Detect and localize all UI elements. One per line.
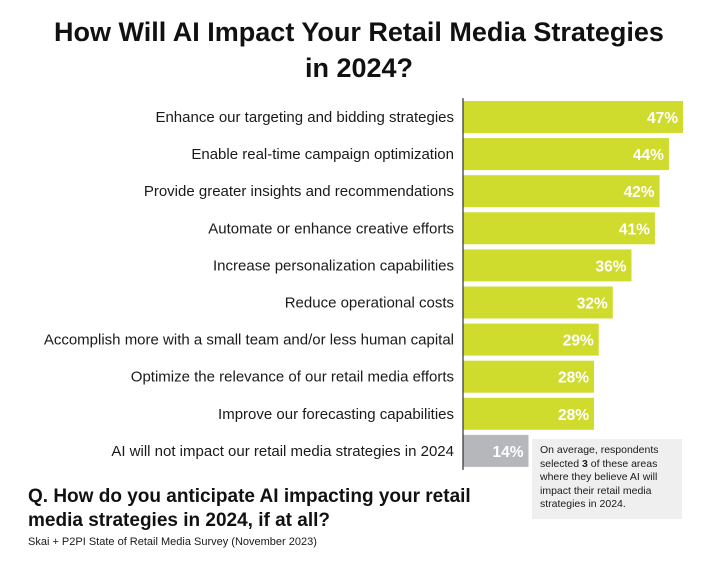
bar-5 (463, 249, 632, 282)
value-label-8: 28% (558, 370, 589, 387)
category-label-4: Automate or enhance creative efforts (208, 220, 454, 237)
bar-6 (463, 286, 613, 319)
value-label-7: 29% (563, 333, 594, 350)
value-label-6: 32% (577, 296, 608, 313)
bar-10 (463, 434, 529, 467)
value-label-4: 41% (619, 221, 650, 238)
category-label-7: Accomplish more with a small team and/or… (44, 332, 454, 349)
note-text-before: On average, respondents selected (540, 444, 659, 470)
survey-question: Q. How do you anticipate AI impacting yo… (28, 486, 471, 531)
bar-4 (463, 212, 655, 245)
value-label-2: 44% (633, 147, 664, 164)
category-labels-group: Enhance our targeting and bidding strate… (44, 109, 454, 460)
bar-1 (463, 101, 683, 133)
bar-7 (463, 323, 599, 356)
category-label-2: Enable real-time campaign optimization (191, 146, 454, 163)
chart-title: How Will AI Impact Your Retail Media Str… (0, 14, 718, 86)
source-citation: Skai + P2PI State of Retail Media Survey… (28, 536, 317, 548)
average-note-box: On average, respondents selected 3 of th… (532, 439, 682, 519)
bar-9 (463, 397, 595, 430)
chart-title-line-1: How Will AI Impact Your Retail Media Str… (54, 17, 664, 47)
value-label-9: 28% (558, 407, 589, 424)
note-text-after: of these areas where they believe AI wil… (540, 457, 658, 511)
category-label-1: Enhance our targeting and bidding strate… (155, 109, 454, 126)
value-label-10: 14% (493, 444, 524, 461)
chart-title-line-2: in 2024? (304, 53, 414, 83)
value-label-1: 47% (647, 110, 678, 127)
value-label-3: 42% (624, 184, 655, 201)
bar-3 (463, 175, 660, 208)
value-labels-group: 47% 44% 42% 41% 36% 32% 29% 28% 28% 14% (493, 110, 679, 461)
category-label-8: Optimize the relevance of our retail med… (131, 369, 454, 386)
category-label-10: AI will not impact our retail media stra… (111, 443, 454, 460)
category-label-9: Improve our forecasting capabilities (218, 406, 454, 423)
category-label-3: Provide greater insights and recommendat… (144, 183, 454, 200)
bar-2 (463, 138, 669, 171)
category-label-5: Increase personalization capabilities (213, 257, 454, 274)
bars-group (463, 101, 683, 467)
category-label-6: Reduce operational costs (285, 295, 454, 312)
bar-8 (463, 360, 595, 393)
value-label-5: 36% (595, 258, 626, 275)
note-bold-count: 3 (582, 457, 588, 470)
